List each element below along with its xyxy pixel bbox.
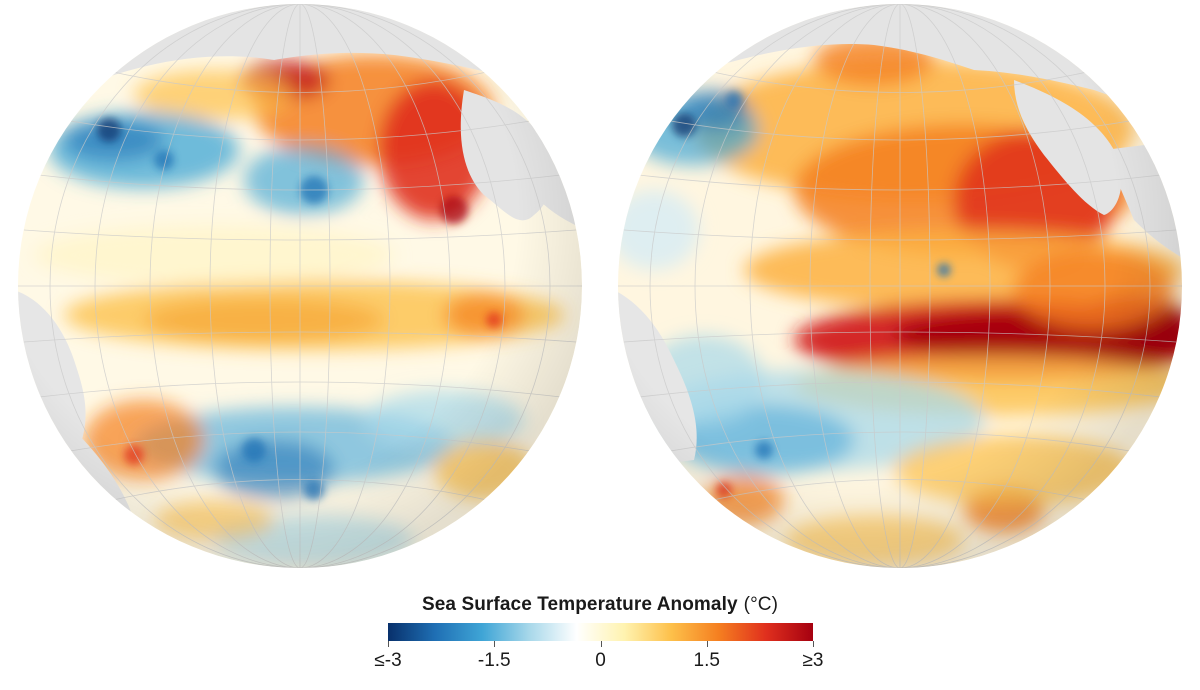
legend-tick-label: ≥3 <box>802 650 824 671</box>
legend-tick-mark <box>813 641 814 647</box>
legend-tick-mark <box>494 641 496 647</box>
legend-tick-label: ≤-3 <box>374 650 402 671</box>
legend-tick-mark <box>388 641 389 647</box>
legend: Sea Surface Temperature Anomaly (°C) ≤-3 -… <box>374 594 823 671</box>
legend-tick-mark <box>706 641 708 647</box>
legend-tick-label: 1.5 <box>693 650 720 671</box>
globe-left-map <box>18 4 582 568</box>
colorbar <box>388 623 813 641</box>
legend-title: Sea Surface Temperature Anomaly (°C) <box>380 594 820 616</box>
globe-right <box>614 0 1186 572</box>
legend-title-text: Sea Surface Temperature Anomaly <box>421 594 738 615</box>
legend-unit: (°C) <box>743 594 779 615</box>
globe-right-map <box>618 4 1182 568</box>
legend-tick-mark <box>600 641 602 647</box>
globe-left <box>14 0 586 572</box>
legend-tick-label: -1.5 <box>477 650 511 671</box>
legend-tick-label: 0 <box>595 650 606 671</box>
